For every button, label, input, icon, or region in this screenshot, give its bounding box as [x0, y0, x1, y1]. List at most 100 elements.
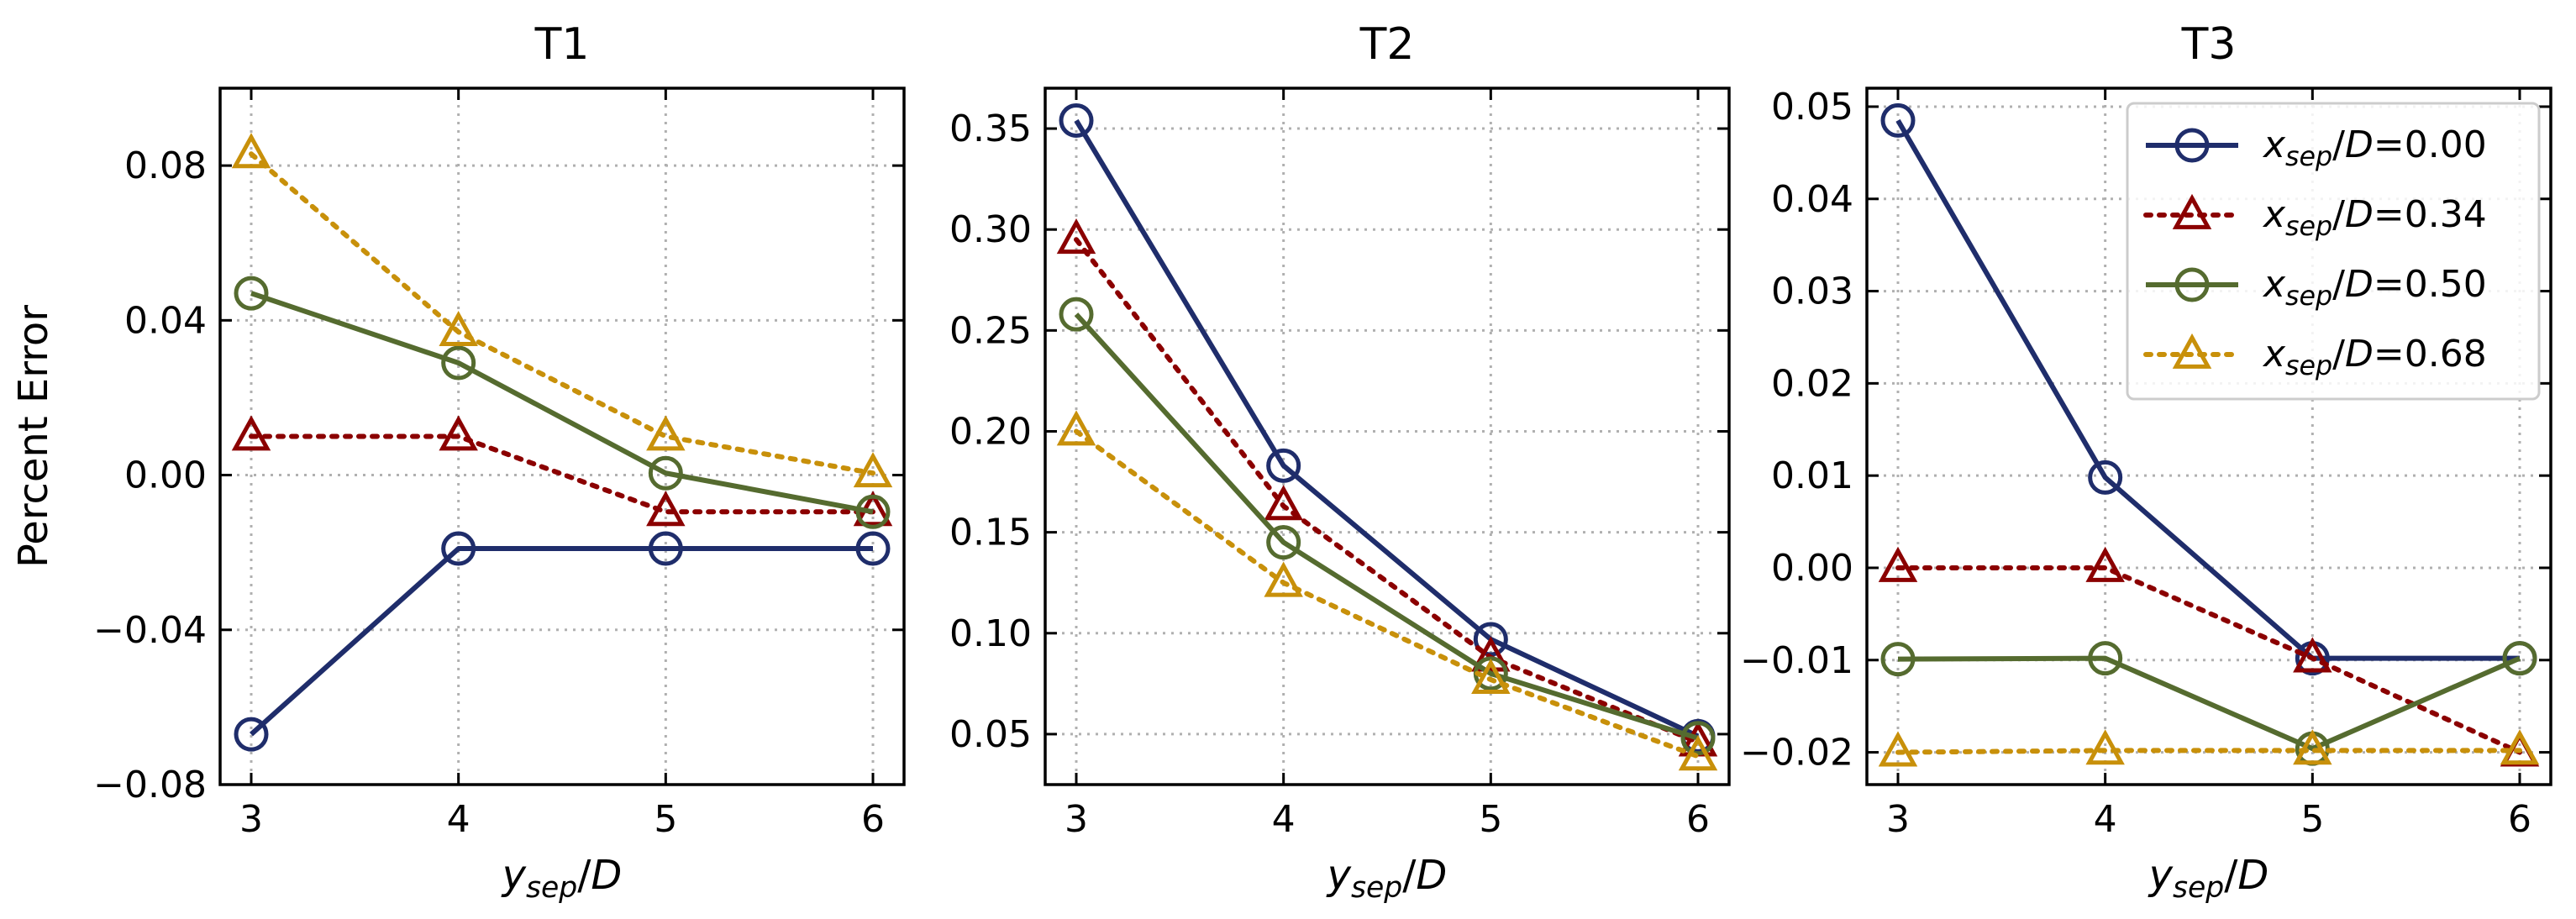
x-axis-label: ysep/D — [1326, 852, 1448, 905]
data-point — [234, 276, 269, 311]
legend-box — [2126, 102, 2541, 401]
legend-marker — [2174, 267, 2210, 302]
data-point — [1266, 525, 1301, 560]
y-tick-label: 0.05 — [1771, 86, 1853, 129]
data-point — [855, 494, 891, 529]
data-point — [439, 415, 478, 451]
series-1 — [231, 415, 893, 527]
series-line — [250, 291, 874, 515]
series-line — [1074, 118, 1700, 739]
series-1 — [1056, 218, 1718, 757]
series-line — [249, 546, 873, 737]
data-point — [1056, 410, 1096, 446]
series-line — [249, 433, 875, 515]
y-tick-label: 0.25 — [949, 309, 1032, 352]
data-point — [1059, 297, 1094, 332]
data-point — [441, 531, 476, 566]
y-tick-label: 0.20 — [949, 410, 1032, 453]
y-tick-label: 0.01 — [1771, 454, 1853, 497]
x-tick-label: 6 — [861, 798, 885, 841]
legend-marker — [2172, 193, 2212, 229]
x-axis-label: ysep/D — [501, 852, 623, 905]
series-line — [249, 151, 875, 476]
x-tick-label: 3 — [1886, 798, 1910, 841]
y-tick-label: −0.01 — [1740, 639, 1853, 682]
y-tick-label: 0.04 — [1771, 178, 1853, 221]
legend-marker — [2174, 128, 2210, 163]
data-point — [2500, 729, 2540, 765]
data-point — [648, 455, 683, 491]
panel-title: T2 — [1359, 19, 1415, 70]
series-0 — [234, 531, 891, 752]
data-point — [2088, 460, 2123, 495]
data-point — [1880, 642, 1916, 677]
data-point — [1680, 721, 1716, 756]
series-2 — [234, 276, 891, 529]
y-axis-label: Percent Error — [10, 305, 57, 568]
data-point — [1880, 102, 1916, 138]
y-tick-label: 0.05 — [949, 713, 1032, 756]
y-tick-label: 0.08 — [124, 144, 207, 187]
series-0 — [1059, 102, 1716, 754]
series-line — [1074, 312, 1699, 741]
x-axis-label: ysep/D — [2148, 852, 2269, 905]
axes-frame — [1865, 87, 2552, 786]
legend-label: xsep/D=0.50 — [2262, 263, 2487, 312]
data-point — [1059, 102, 1094, 138]
data-point — [1471, 636, 1511, 672]
panel-t1: 3 4 5 6 −0.08 −0.04 0.00 0.04 0.08 T1 ysep/D Percen… — [10, 19, 906, 905]
series-line — [1895, 118, 2520, 661]
data-point — [1056, 218, 1096, 255]
series-2 — [1059, 297, 1716, 756]
axes-frame — [218, 87, 906, 786]
y-tick-label: 0.00 — [1771, 547, 1853, 590]
series-line — [1074, 428, 1701, 759]
x-tick-label: 3 — [1065, 798, 1088, 841]
data-point — [231, 133, 271, 169]
series-3 — [1056, 410, 1718, 771]
y-tick-label: 0.30 — [949, 208, 1032, 251]
data-point — [1264, 485, 1303, 521]
legend-label: xsep/D=0.68 — [2262, 333, 2487, 381]
x-tick-label: 5 — [2300, 798, 2324, 841]
y-tick-label: 0.02 — [1771, 362, 1853, 405]
x-tick-label: 6 — [1686, 798, 1710, 841]
data-point — [1266, 448, 1301, 483]
data-point — [1878, 546, 1918, 582]
x-tick-label: 5 — [654, 798, 677, 841]
y-tick-label: 0.00 — [124, 454, 207, 497]
series-2 — [1880, 641, 2537, 766]
series-line — [1897, 655, 2521, 752]
x-tick-label: 4 — [2094, 798, 2117, 841]
x-tick-label: 4 — [1272, 798, 1296, 841]
data-point — [853, 452, 893, 488]
y-tick-label: 0.15 — [949, 512, 1032, 554]
series-3 — [1878, 729, 2540, 767]
legend-label: xsep/D=0.34 — [2262, 193, 2487, 242]
series-line — [1074, 237, 1701, 745]
panel-t3: 3 4 5 6 −0.02 −0.01 0.00 0.01 0.02 0.03 0.04 0.05 T3… — [1740, 19, 2552, 905]
legend: xsep/D=0.00 xsep/D=0.34 xsep/D=0.50 xsep/D=… — [2126, 102, 2541, 401]
x-tick-label: 5 — [1479, 798, 1502, 841]
data-point — [648, 531, 683, 566]
axes-frame — [1044, 87, 1731, 786]
data-point — [2293, 729, 2332, 765]
data-point — [441, 345, 476, 381]
data-point — [646, 491, 686, 527]
x-tick-label: 4 — [447, 798, 471, 841]
panel-t2: 3 4 5 6 0.05 0.10 0.15 0.20 0.25 0.30 0.35 T2 ysep/D — [949, 19, 1731, 905]
legend-marker — [2172, 333, 2212, 369]
data-point — [1678, 735, 1718, 771]
data-point — [1471, 658, 1511, 694]
data-point — [1264, 561, 1303, 597]
panel-title: T3 — [2181, 19, 2237, 70]
data-point — [2502, 641, 2537, 676]
data-point — [439, 310, 478, 347]
data-point — [855, 531, 891, 566]
y-tick-label: 0.03 — [1771, 270, 1853, 313]
y-tick-label: −0.08 — [93, 764, 207, 806]
data-point — [1878, 731, 1918, 767]
series-line — [1895, 748, 2522, 755]
y-tick-label: −0.04 — [93, 609, 207, 652]
data-point — [2085, 546, 2125, 582]
